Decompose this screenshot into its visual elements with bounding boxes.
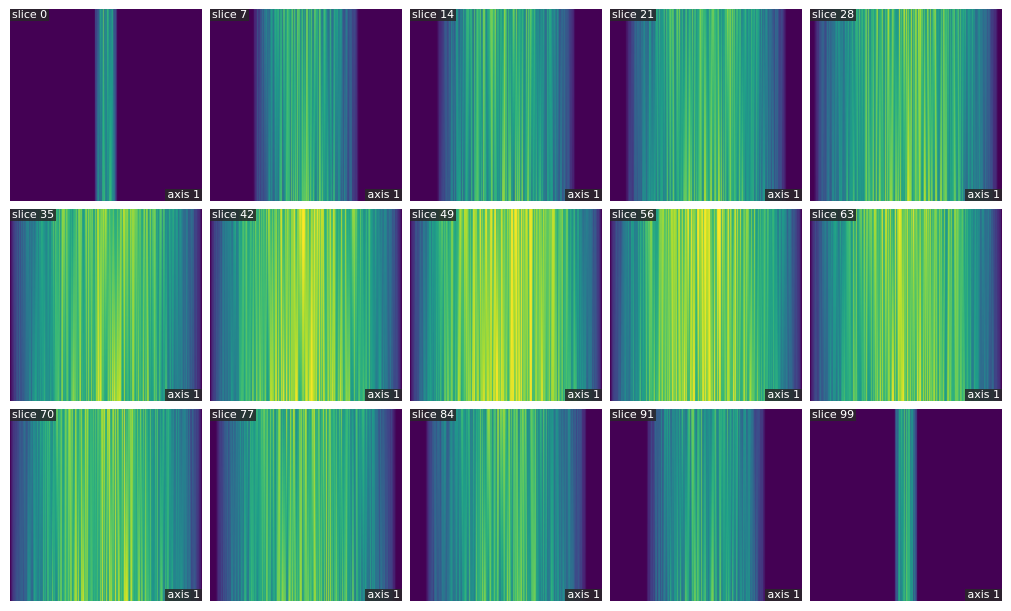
- slice-image: [410, 209, 602, 401]
- slice-panel-91: slice 91 axis 1: [610, 409, 802, 601]
- axis-label: axis 1: [365, 388, 402, 401]
- axis-label: axis 1: [565, 588, 602, 601]
- slice-title: slice 14: [410, 9, 457, 21]
- slice-image: [610, 409, 802, 601]
- slice-title: slice 0: [10, 9, 50, 21]
- slice-panel-56: slice 56 axis 1: [610, 209, 802, 401]
- slice-title: slice 70: [10, 409, 57, 421]
- slice-title: slice 63: [810, 209, 857, 221]
- slice-title: slice 21: [610, 9, 657, 21]
- slice-image: [10, 9, 202, 201]
- slice-title: slice 56: [610, 209, 657, 221]
- axis-label: axis 1: [965, 388, 1002, 401]
- slice-image: [810, 9, 1002, 201]
- axis-label: axis 1: [765, 588, 802, 601]
- slice-title: slice 84: [410, 409, 457, 421]
- axis-label: axis 1: [365, 188, 402, 201]
- slice-image: [410, 9, 602, 201]
- slice-title: slice 77: [210, 409, 257, 421]
- slice-title: slice 99: [810, 409, 857, 421]
- axis-label: axis 1: [165, 188, 202, 201]
- slice-panel-70: slice 70 axis 1: [10, 409, 202, 601]
- slice-title: slice 91: [610, 409, 657, 421]
- slice-image: [810, 409, 1002, 601]
- slice-panel-42: slice 42 axis 1: [210, 209, 402, 401]
- slice-image: [210, 209, 402, 401]
- slice-title: slice 7: [210, 9, 250, 21]
- slice-title: slice 49: [410, 209, 457, 221]
- slice-image: [10, 209, 202, 401]
- slice-image: [610, 209, 802, 401]
- axis-label: axis 1: [565, 388, 602, 401]
- slice-panel-35: slice 35 axis 1: [10, 209, 202, 401]
- slice-panel-63: slice 63 axis 1: [810, 209, 1002, 401]
- slice-panel-28: slice 28 axis 1: [810, 9, 1002, 201]
- slice-title: slice 42: [210, 209, 257, 221]
- slice-panel-84: slice 84 axis 1: [410, 409, 602, 601]
- slice-image: [210, 409, 402, 601]
- slice-panel-49: slice 49 axis 1: [410, 209, 602, 401]
- axis-label: axis 1: [165, 588, 202, 601]
- slice-panel-0: slice 0 axis 1: [10, 9, 202, 201]
- axis-label: axis 1: [965, 588, 1002, 601]
- slice-image: [10, 409, 202, 601]
- axis-label: axis 1: [765, 388, 802, 401]
- axis-label: axis 1: [365, 588, 402, 601]
- slice-image: [410, 409, 602, 601]
- slice-panel-14: slice 14 axis 1: [410, 9, 602, 201]
- slice-panel-21: slice 21 axis 1: [610, 9, 802, 201]
- axis-label: axis 1: [765, 188, 802, 201]
- axis-label: axis 1: [965, 188, 1002, 201]
- slice-panel-99: slice 99 axis 1: [810, 409, 1002, 601]
- slice-image: [610, 9, 802, 201]
- slice-title: slice 28: [810, 9, 857, 21]
- slice-panel-7: slice 7 axis 1: [210, 9, 402, 201]
- slice-panel-77: slice 77 axis 1: [210, 409, 402, 601]
- slice-image: [810, 209, 1002, 401]
- slice-image: [210, 9, 402, 201]
- slice-title: slice 35: [10, 209, 57, 221]
- axis-label: axis 1: [565, 188, 602, 201]
- axis-label: axis 1: [165, 388, 202, 401]
